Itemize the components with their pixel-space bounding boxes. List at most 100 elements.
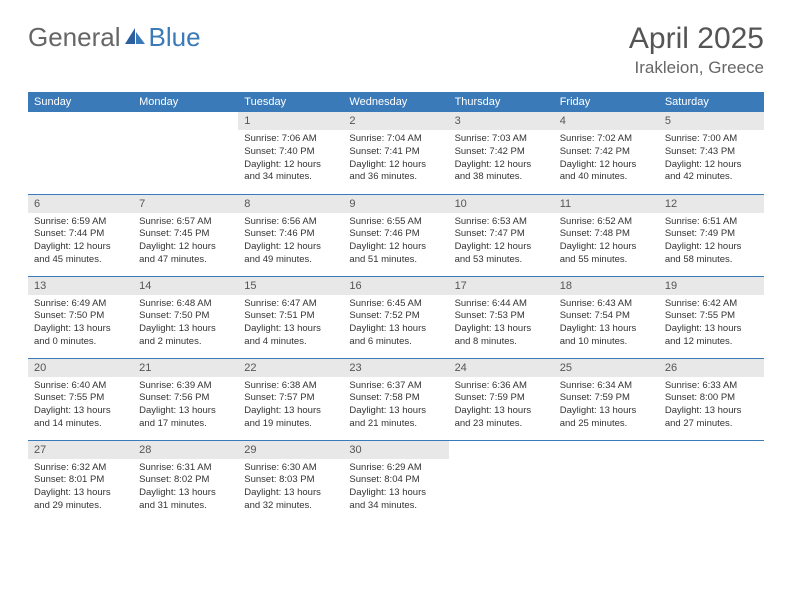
day-detail-line: Sunrise: 6:56 AM [244,216,316,227]
brand-part1: General [28,22,121,53]
day-detail-line: Sunset: 7:48 PM [560,228,630,239]
day-detail-line: Daylight: 13 hours and 0 minutes. [34,323,111,347]
day-detail-line: Daylight: 13 hours and 12 minutes. [665,323,742,347]
day-detail-line: Sunset: 7:41 PM [349,146,419,157]
day-details: Sunrise: 6:47 AMSunset: 7:51 PMDaylight:… [238,295,343,353]
day-number: 19 [659,277,764,295]
calendar-empty-cell [449,440,554,522]
day-details: Sunrise: 7:02 AMSunset: 7:42 PMDaylight:… [554,130,659,188]
day-detail-line: Sunset: 8:00 PM [665,392,735,403]
day-detail-line: Sunset: 7:51 PM [244,310,314,321]
calendar-day-cell: 8Sunrise: 6:56 AMSunset: 7:46 PMDaylight… [238,194,343,276]
day-detail-line: Daylight: 13 hours and 4 minutes. [244,323,321,347]
day-number: 29 [238,441,343,459]
day-detail-line: Daylight: 12 hours and 38 minutes. [455,159,532,183]
day-detail-line: Daylight: 12 hours and 42 minutes. [665,159,742,183]
calendar-day-cell: 10Sunrise: 6:53 AMSunset: 7:47 PMDayligh… [449,194,554,276]
day-number: 21 [133,359,238,377]
day-number: 28 [133,441,238,459]
calendar-header-row: SundayMondayTuesdayWednesdayThursdayFrid… [28,92,764,112]
weekday-header: Wednesday [343,92,448,112]
day-number: 5 [659,112,764,130]
day-detail-line: Daylight: 13 hours and 6 minutes. [349,323,426,347]
day-detail-line: Sunrise: 6:40 AM [34,380,106,391]
day-number: 13 [28,277,133,295]
day-detail-line: Sunrise: 6:48 AM [139,298,211,309]
calendar-week-row: 6Sunrise: 6:59 AMSunset: 7:44 PMDaylight… [28,194,764,276]
day-detail-line: Sunrise: 6:42 AM [665,298,737,309]
calendar-body: 1Sunrise: 7:06 AMSunset: 7:40 PMDaylight… [28,112,764,522]
day-detail-line: Sunrise: 6:39 AM [139,380,211,391]
day-number: 12 [659,195,764,213]
day-details: Sunrise: 6:36 AMSunset: 7:59 PM Daylight:… [449,377,554,435]
brand-part2: Blue [149,22,201,53]
calendar-day-cell: 29Sunrise: 6:30 AMSunset: 8:03 PMDayligh… [238,440,343,522]
day-detail-line: Daylight: 13 hours and 2 minutes. [139,323,216,347]
day-number: 10 [449,195,554,213]
weekday-header: Sunday [28,92,133,112]
calendar-day-cell: 19 Sunrise: 6:42 AMSunset: 7:55 PM Dayligh… [659,276,764,358]
day-number: 4 [554,112,659,130]
day-detail-line: Daylight: 12 hours and 34 minutes. [244,159,321,183]
day-detail-line: Sunset: 7:40 PM [244,146,314,157]
day-detail-line: Daylight: 12 hours and 49 minutes. [244,241,321,265]
day-detail-line: Daylight: 13 hours and 21 minutes. [349,405,426,429]
calendar-day-cell: 15Sunrise: 6:47 AMSunset: 7:51 PMDayligh… [238,276,343,358]
calendar-day-cell: 3Sunrise: 7:03 AMSunset: 7:42 PMDaylight… [449,112,554,194]
calendar-empty-cell [28,112,133,194]
day-details: Sunrise: 6:39 AMSunset: 7:56 PM Daylight:… [133,377,238,435]
day-details: Sunrise: 6:48 AMSunset: 7:50 PMDaylight:… [133,295,238,353]
day-details: Sunrise: 6:53 AMSunset: 7:47 PMDaylight:… [449,213,554,271]
day-details: Sunrise: 6:56 AMSunset: 7:46 PMDaylight:… [238,213,343,271]
day-details: Sunrise: 6:49 AMSunset: 7:50 PMDaylight:… [28,295,133,353]
day-detail-line: Daylight: 13 hours and 29 minutes. [34,487,111,511]
day-detail-line: Sunrise: 6:36 AM [455,380,527,391]
weekday-header: Friday [554,92,659,112]
day-detail-line: Sunrise: 6:55 AM [349,216,421,227]
day-number: 24 [449,359,554,377]
day-number: 22 [238,359,343,377]
day-details: Sunrise: 6:40 AMSunset: 7:55 PMDaylight:… [28,377,133,435]
calendar-week-row: 20Sunrise: 6:40 AMSunset: 7:55 PMDayligh… [28,358,764,440]
day-detail-line: Daylight: 13 hours and 19 minutes. [244,405,321,429]
day-detail-line: Daylight: 12 hours and 55 minutes. [560,241,637,265]
calendar-day-cell: 6Sunrise: 6:59 AMSunset: 7:44 PMDaylight… [28,194,133,276]
day-details: Sunrise: 6:37 AMSunset: 7:58 PMDaylight:… [343,377,448,435]
day-detail-line: Sunset: 8:03 PM [244,474,314,485]
brand: General Blue [28,22,201,53]
day-detail-line: Daylight: 13 hours and 10 minutes. [560,323,637,347]
day-detail-line: Sunrise: 6:52 AM [560,216,632,227]
day-detail-line: Sunset: 7:55 PM [665,310,735,321]
day-details: Sunrise: 6:55 AMSunset: 7:46 PMDaylight:… [343,213,448,271]
weekday-header: Thursday [449,92,554,112]
day-detail-line: Daylight: 13 hours and 25 minutes. [560,405,637,429]
day-detail-line: Sunset: 7:43 PM [665,146,735,157]
day-detail-line: Sunset: 7:45 PM [139,228,209,239]
day-detail-line: Sunset: 7:56 PM [139,392,209,403]
weekday-header: Saturday [659,92,764,112]
calendar-day-cell: 24 Sunrise: 6:36 AMSunset: 7:59 PM Dayligh… [449,358,554,440]
day-number: 17 [449,277,554,295]
day-detail-line: Sunrise: 7:03 AM [455,133,527,144]
day-detail-line: Daylight: 12 hours and 36 minutes. [349,159,426,183]
day-detail-line: Daylight: 13 hours and 34 minutes. [349,487,426,511]
day-detail-line: Sunset: 7:47 PM [455,228,525,239]
day-detail-line: Sunset: 7:42 PM [560,146,630,157]
day-details: Sunrise: 6:45 AMSunset: 7:52 PMDaylight:… [343,295,448,353]
day-details: Sunrise: 7:03 AMSunset: 7:42 PMDaylight:… [449,130,554,188]
day-detail-line: Daylight: 13 hours and 17 minutes. [139,405,216,429]
page-title: April 2025 [629,22,764,56]
calendar-day-cell: 21 Sunrise: 6:39 AMSunset: 7:56 PM Dayligh… [133,358,238,440]
calendar-day-cell: 25Sunrise: 6:34 AMSunset: 7:59 PMDayligh… [554,358,659,440]
day-details: Sunrise: 6:59 AMSunset: 7:44 PMDaylight:… [28,213,133,271]
day-detail-line: Daylight: 13 hours and 23 minutes. [455,405,532,429]
calendar-day-cell: 20Sunrise: 6:40 AMSunset: 7:55 PMDayligh… [28,358,133,440]
day-detail-line: Sunrise: 6:31 AM [139,462,211,473]
day-details: Sunrise: 7:04 AMSunset: 7:41 PMDaylight:… [343,130,448,188]
header: General Blue April 2025 Irakleion, Greec… [28,22,764,78]
calendar-day-cell: 18Sunrise: 6:43 AMSunset: 7:54 PMDayligh… [554,276,659,358]
day-detail-line: Sunset: 7:58 PM [349,392,419,403]
day-details: Sunrise: 6:52 AMSunset: 7:48 PM Daylight:… [554,213,659,271]
day-detail-line: Sunset: 7:59 PM [455,392,525,403]
calendar-day-cell: 26Sunrise: 6:33 AMSunset: 8:00 PMDayligh… [659,358,764,440]
